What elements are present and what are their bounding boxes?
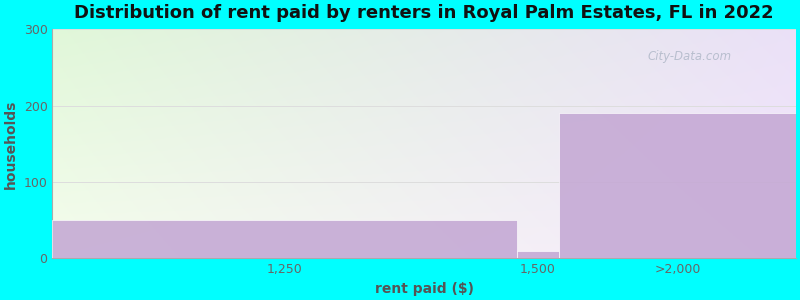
Bar (559, 113, 796, 258)
Text: City-Data.com: City-Data.com (647, 50, 731, 63)
X-axis label: rent paid ($): rent paid ($) (374, 282, 474, 296)
Title: Distribution of rent paid by renters in Royal Palm Estates, FL in 2022: Distribution of rent paid by renters in … (74, 4, 774, 22)
Bar (53, 220, 517, 258)
Y-axis label: households: households (4, 99, 18, 188)
Bar (517, 251, 559, 258)
